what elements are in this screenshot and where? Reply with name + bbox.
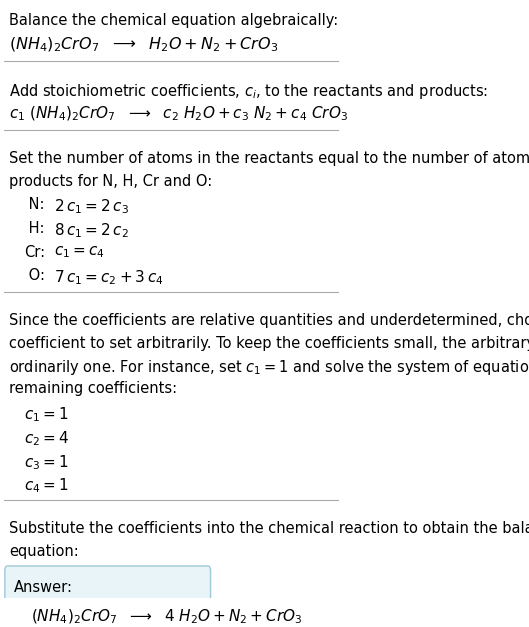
Text: ordinarily one. For instance, set $c_1 = 1$ and solve the system of equations fo: ordinarily one. For instance, set $c_1 =…: [9, 358, 529, 377]
Text: O:: O:: [24, 268, 45, 283]
Text: Add stoichiometric coefficients, $c_i$, to the reactants and products:: Add stoichiometric coefficients, $c_i$, …: [9, 82, 488, 101]
Text: $c_3 = 1$: $c_3 = 1$: [24, 453, 69, 472]
Text: coefficient to set arbitrarily. To keep the coefficients small, the arbitrary va: coefficient to set arbitrarily. To keep …: [9, 335, 529, 350]
Text: $c_1\ (NH_4)_2CrO_7\ \ \longrightarrow\ \ c_2\ H_2O + c_3\ N_2 + c_4\ CrO_3$: $c_1\ (NH_4)_2CrO_7\ \ \longrightarrow\ …: [9, 105, 348, 123]
Text: Since the coefficients are relative quantities and underdetermined, choose a: Since the coefficients are relative quan…: [9, 313, 529, 328]
Text: $c_4 = 1$: $c_4 = 1$: [24, 477, 69, 495]
Text: $2\,c_1 = 2\,c_3$: $2\,c_1 = 2\,c_3$: [54, 198, 129, 216]
Text: $(NH_4)_2CrO_7\ \ \longrightarrow\ \ H_2O + N_2 + CrO_3$: $(NH_4)_2CrO_7\ \ \longrightarrow\ \ H_2…: [9, 36, 278, 54]
Text: $8\,c_1 = 2\,c_2$: $8\,c_1 = 2\,c_2$: [54, 221, 129, 240]
Text: products for N, H, Cr and O:: products for N, H, Cr and O:: [9, 174, 213, 189]
Text: Set the number of atoms in the reactants equal to the number of atoms in the: Set the number of atoms in the reactants…: [9, 151, 529, 166]
Text: Balance the chemical equation algebraically:: Balance the chemical equation algebraica…: [9, 13, 339, 28]
Text: equation:: equation:: [9, 544, 79, 559]
Text: $c_2 = 4$: $c_2 = 4$: [24, 429, 69, 448]
Text: $c_1 = 1$: $c_1 = 1$: [24, 406, 69, 424]
Text: $7\,c_1 = c_2 + 3\,c_4$: $7\,c_1 = c_2 + 3\,c_4$: [54, 268, 164, 287]
Text: $c_1 = c_4$: $c_1 = c_4$: [54, 245, 105, 260]
Text: H:: H:: [24, 221, 45, 236]
FancyBboxPatch shape: [5, 566, 211, 627]
Text: remaining coefficients:: remaining coefficients:: [9, 381, 177, 396]
Text: Answer:: Answer:: [14, 579, 73, 594]
Text: Cr:: Cr:: [24, 245, 45, 260]
Text: N:: N:: [24, 198, 45, 213]
Text: Substitute the coefficients into the chemical reaction to obtain the balanced: Substitute the coefficients into the che…: [9, 521, 529, 536]
Text: $(NH_4)_2CrO_7\ \ \longrightarrow\ \ 4\ H_2O + N_2 + CrO_3$: $(NH_4)_2CrO_7\ \ \longrightarrow\ \ 4\ …: [31, 608, 303, 626]
